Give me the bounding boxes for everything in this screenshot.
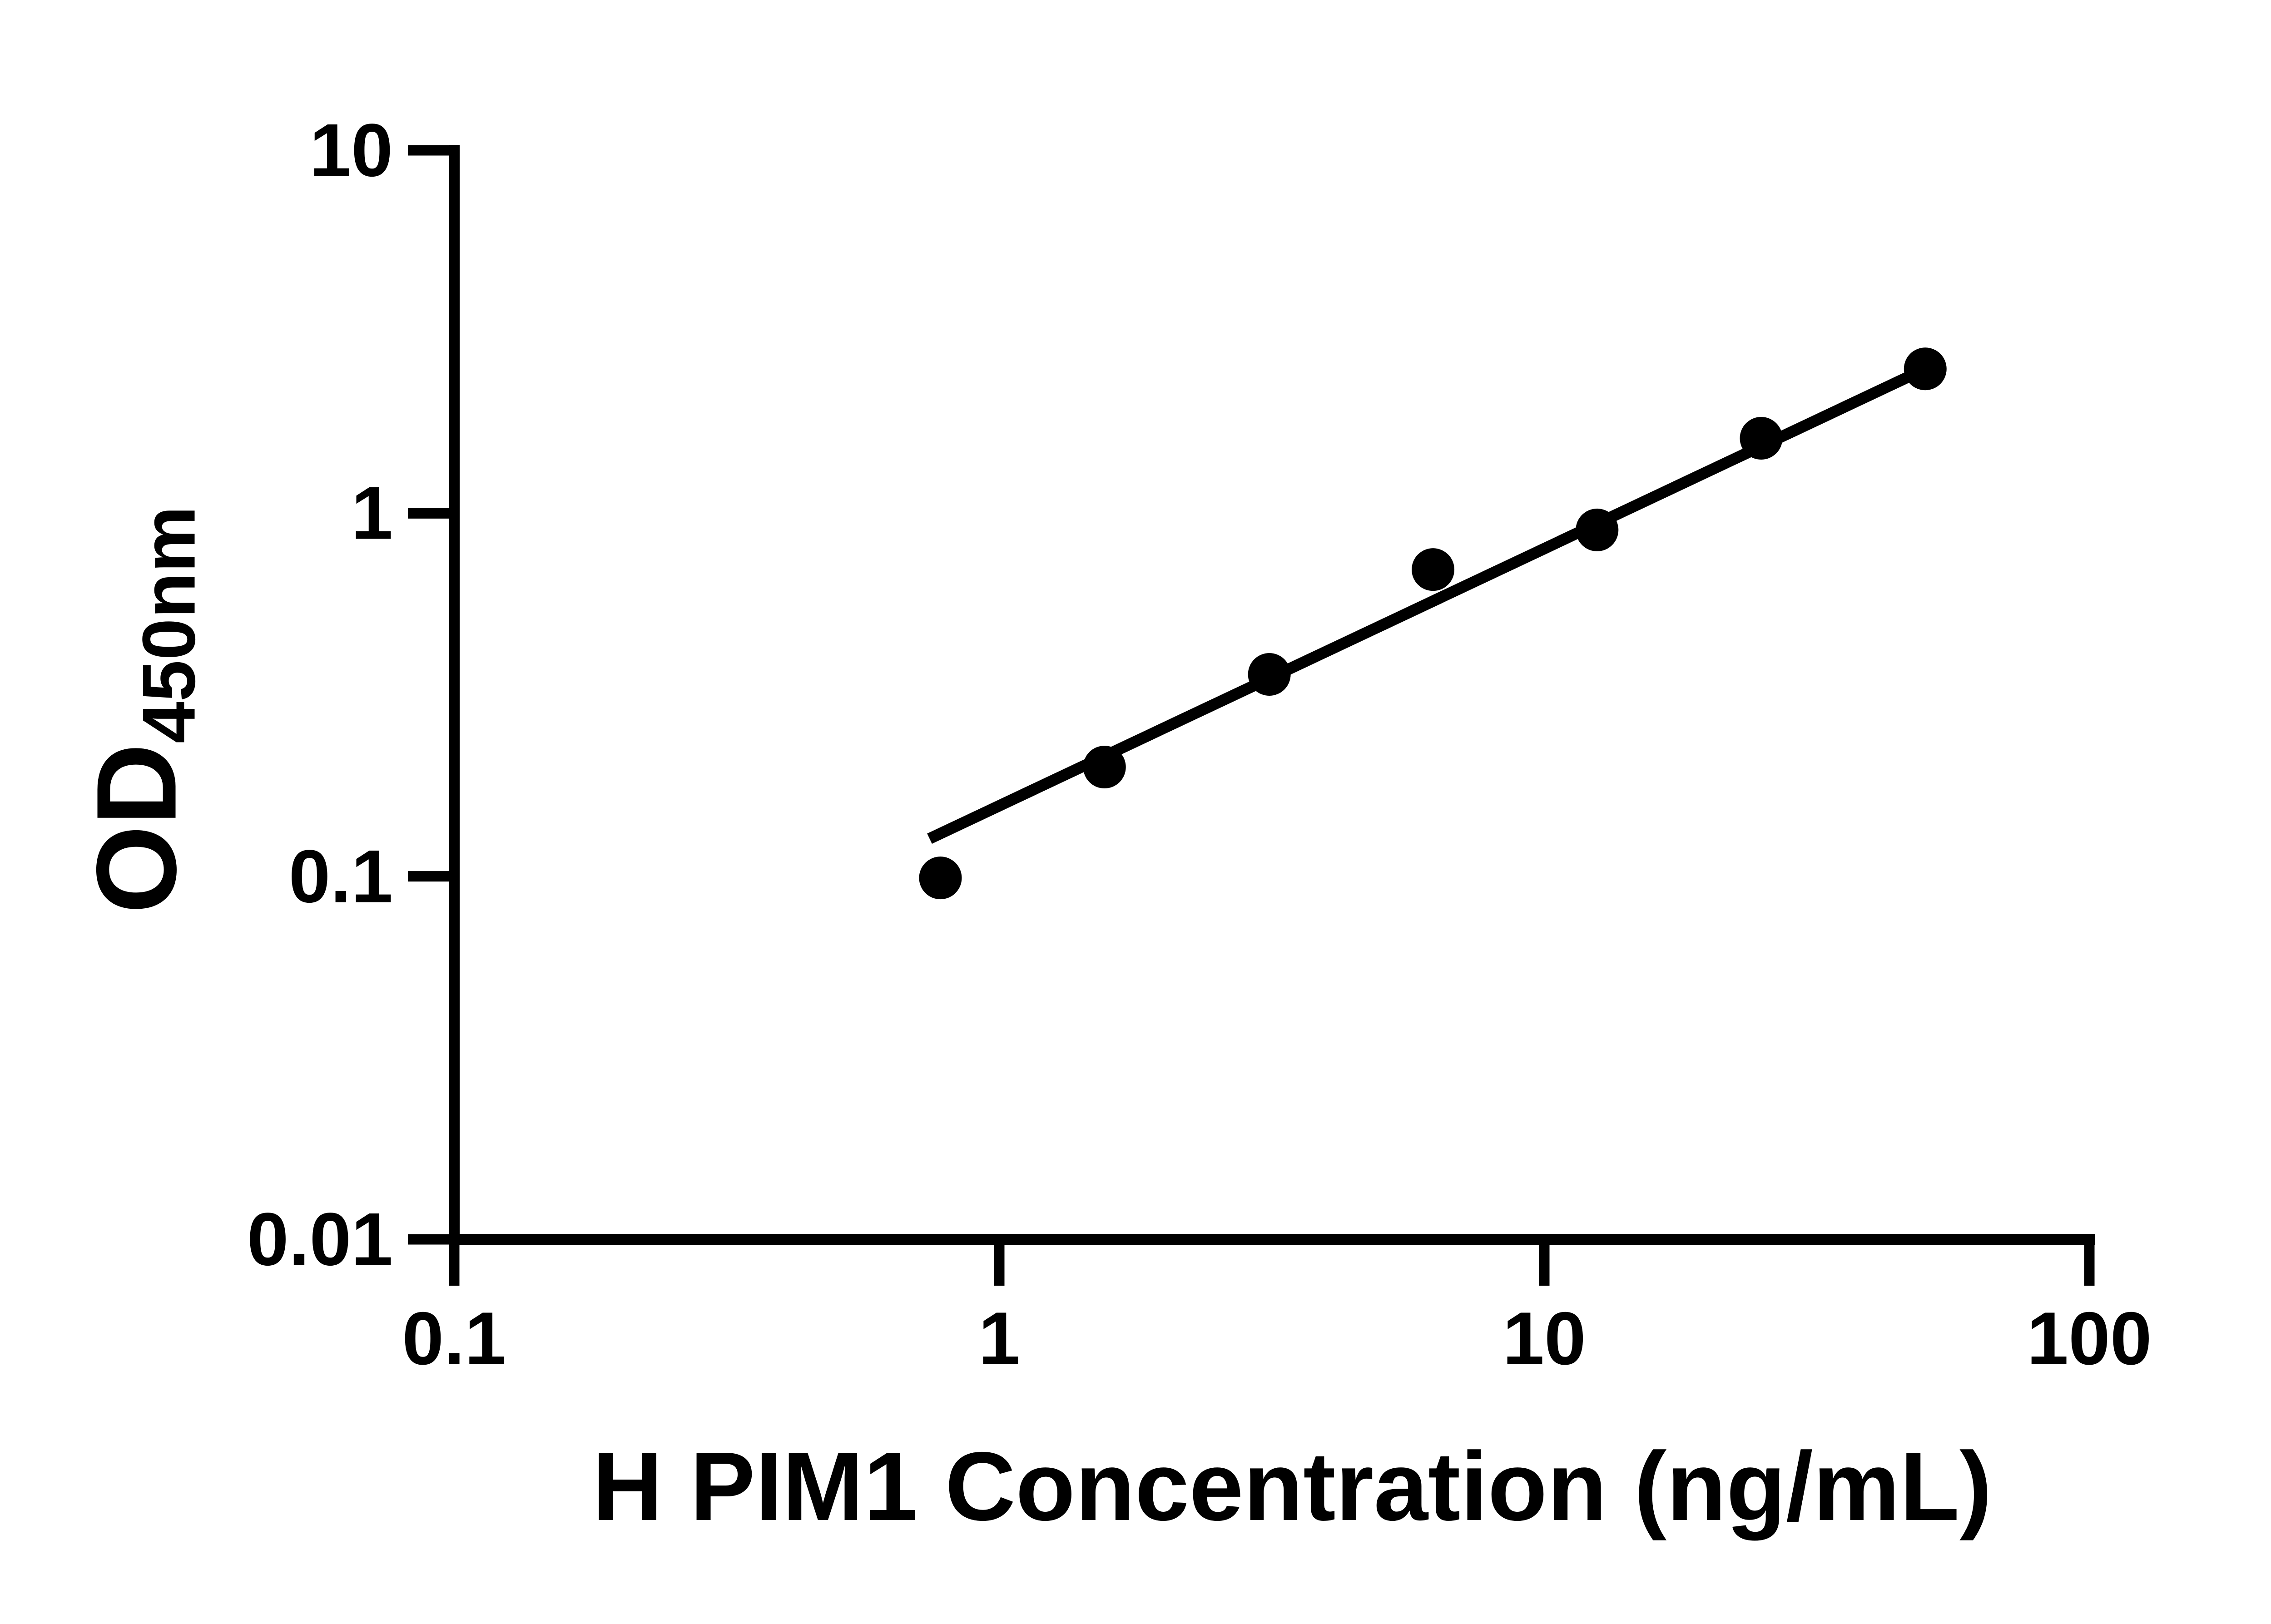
y-tick-label: 0.1: [288, 834, 393, 918]
data-point: [1248, 653, 1291, 696]
data-point: [919, 857, 962, 900]
y-axis-title: OD450nm: [73, 506, 211, 914]
x-axis-title: H PIM1 Concentration (ng/mL): [592, 1431, 1992, 1541]
y-axis-title-main: OD: [73, 743, 200, 914]
y-axis-title-subscript: 450nm: [127, 506, 211, 743]
data-point: [1904, 347, 1947, 391]
data-point: [1740, 417, 1783, 460]
data-point: [1576, 508, 1619, 551]
y-tick-label: 10: [309, 108, 393, 192]
x-tick-label: 0.1: [402, 1297, 506, 1380]
data-points: [919, 347, 1947, 900]
y-tick-label: 0.01: [247, 1197, 393, 1281]
x-tick-label: 100: [2027, 1297, 2152, 1380]
x-tick-label: 1: [978, 1297, 1020, 1380]
x-tick-label: 10: [1502, 1297, 1586, 1380]
data-point: [1083, 746, 1126, 789]
axes: [449, 145, 2095, 1245]
tick-marks: [408, 145, 2095, 1286]
data-point: [1412, 548, 1455, 591]
y-tick-label: 1: [351, 471, 393, 555]
